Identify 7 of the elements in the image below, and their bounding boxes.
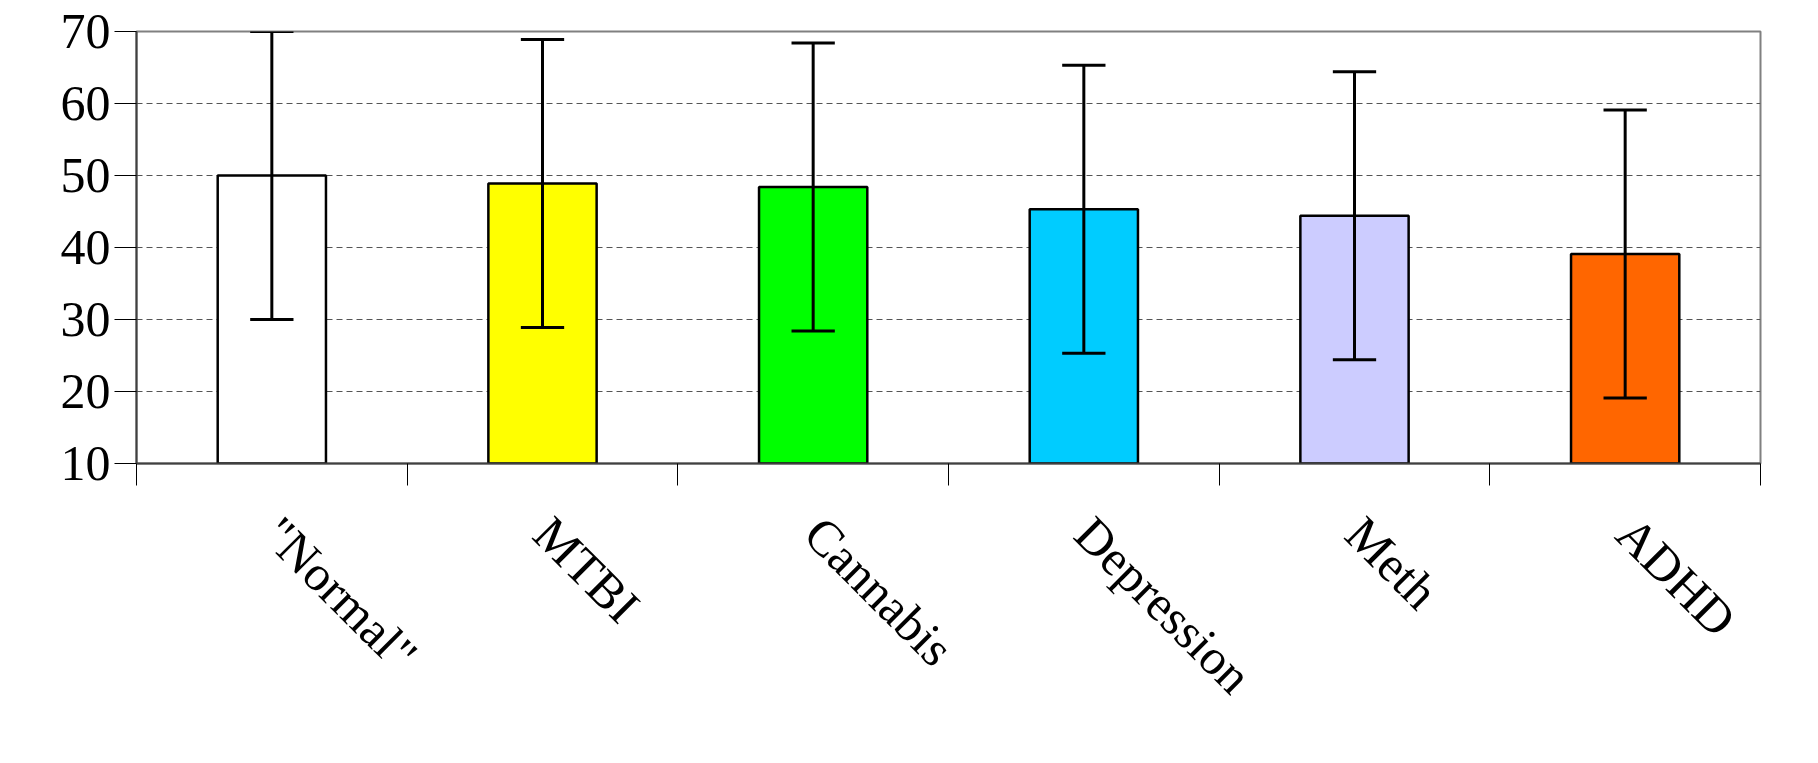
y-tick-label: 50 [60,147,111,203]
y-tick-label: 70 [60,3,111,59]
y-tick-label: 60 [60,75,111,131]
y-tick-label: 20 [60,363,111,419]
y-tick-label: 40 [60,219,111,275]
y-tick-label: 30 [60,291,111,347]
y-tick-label: 10 [60,435,111,491]
